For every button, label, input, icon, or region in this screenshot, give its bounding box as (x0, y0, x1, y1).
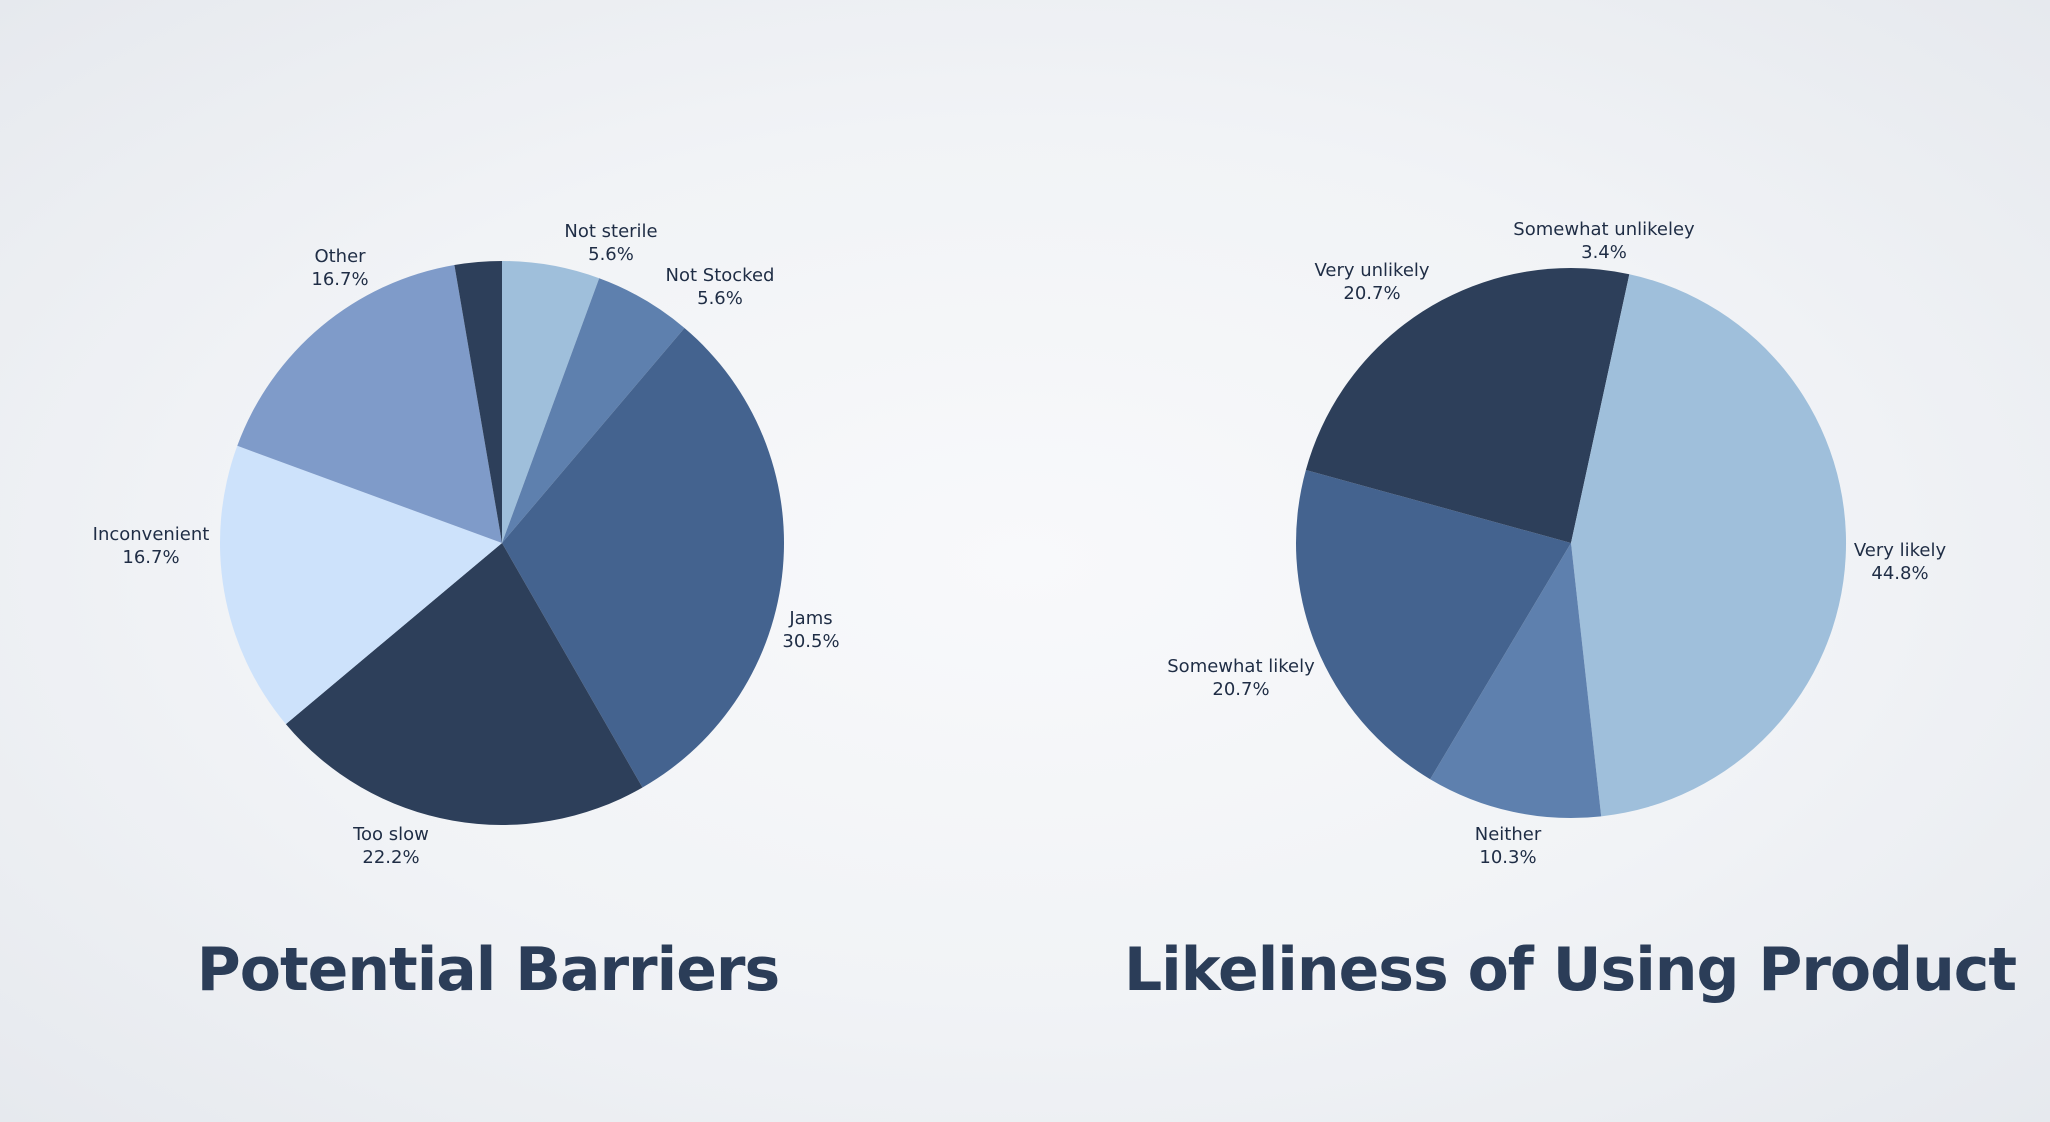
pie-slice-other (237, 265, 502, 543)
pie-slice-too-slow (285, 543, 643, 825)
slice-label-not-stocked: Not Stocked (666, 265, 775, 286)
slice-label-somewhat-unlikeley: Somewhat unlikeley (1513, 219, 1695, 240)
slice-value-not-stocked: 5.6% (697, 288, 743, 309)
slice-label-other: Other (314, 246, 366, 267)
slice-value-very-likely: 44.8% (1871, 563, 1928, 584)
slice-value-neither: 10.3% (1479, 847, 1536, 868)
slice-value-somewhat-unlikeley: 3.4% (1581, 242, 1627, 263)
slice-label-jams: Jams (788, 608, 832, 629)
slice-value-too-slow: 22.2% (362, 847, 419, 868)
slice-label-somewhat-likely: Somewhat likely (1167, 656, 1315, 677)
likeliness-title: Likeliness of Using Product (1123, 935, 2017, 1005)
pie-slice-neither (1430, 543, 1602, 819)
pie-slice-not-sterile (502, 261, 600, 543)
slice-label-not-sterile: Not sterile (564, 221, 657, 242)
pie-slice-unlabeled (454, 261, 502, 543)
slice-label-very-likely: Very likely (1854, 540, 1947, 561)
pie-slice-not-stocked (502, 278, 685, 543)
slice-value-jams: 30.5% (782, 631, 839, 652)
slice-value-not-sterile: 5.6% (588, 244, 634, 265)
slice-value-inconvenient: 16.7% (122, 547, 179, 568)
pie-slice-inconvenient (220, 445, 503, 725)
pie-slice-somewhat-likely (1295, 469, 1571, 780)
pie-slice-very-unlikely (1305, 268, 1571, 543)
slice-value-other: 16.7% (311, 269, 368, 290)
slice-label-inconvenient: Inconvenient (93, 524, 210, 545)
potential-barriers-title: Potential Barriers (196, 935, 780, 1005)
slice-label-neither: Neither (1475, 824, 1542, 845)
likeliness-chart: Somewhat unlikeley 3.4% Very likely 44.8% Ne… (1025, 0, 2050, 1122)
pie-slice-jams (502, 327, 784, 788)
slice-label-very-unlikely: Very unlikely (1314, 260, 1429, 281)
pie-slice-very-likely (1571, 274, 1847, 817)
slice-label-too-slow: Too slow (352, 824, 429, 845)
pie-slice-somewhat-unlikeley (1571, 268, 1630, 543)
potential-barriers-chart: Not sterile 5.6% Not Stocked 5.6% Jams 30.5% T… (93, 221, 840, 1005)
slice-value-very-unlikely: 20.7% (1343, 283, 1400, 304)
slice-value-somewhat-likely: 20.7% (1212, 679, 1269, 700)
